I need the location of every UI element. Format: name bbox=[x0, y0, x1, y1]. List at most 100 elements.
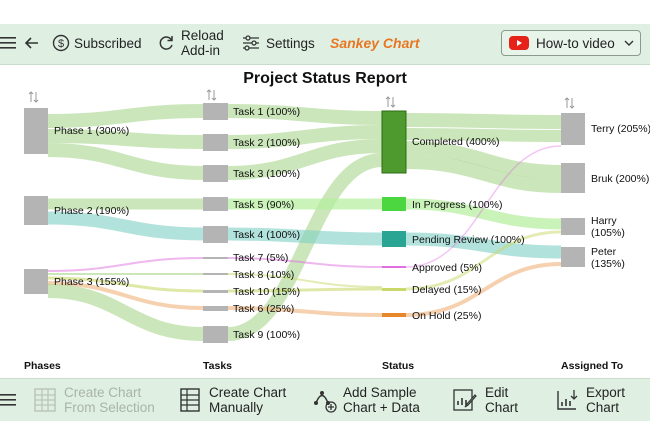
flow-phase1-task2 bbox=[47, 129, 204, 149]
node-task-4[interactable] bbox=[203, 226, 228, 243]
label-phase-2: Phase 2 (190%) bbox=[54, 205, 129, 217]
sort-icon[interactable] bbox=[206, 89, 217, 101]
edit-chart-button[interactable]: Edit Chart bbox=[453, 385, 518, 415]
label-task-8: Task 8 (10%) bbox=[233, 269, 294, 281]
sankey-chart: Phase 1 (300%) Phase 2 (190%) Phase 3 (1… bbox=[24, 89, 650, 372]
label-status-on-hold: On Hold (25%) bbox=[412, 310, 481, 322]
label-phase-1: Phase 1 (300%) bbox=[54, 125, 129, 137]
dollar-icon: $ bbox=[52, 34, 70, 52]
howto-video-dropdown[interactable]: How-to video bbox=[501, 30, 641, 56]
label-assigned-peter-2: (135%) bbox=[591, 258, 625, 270]
node-task-2[interactable] bbox=[203, 134, 228, 151]
add-sample-chart-button[interactable]: Add Sample Chart + Data bbox=[313, 385, 420, 415]
flow-phase1-task3 bbox=[47, 143, 204, 180]
flow-phase3-task6 bbox=[47, 281, 204, 310]
node-status-in-progress[interactable] bbox=[382, 197, 406, 211]
add-sample-line2: Chart + Data bbox=[343, 400, 420, 415]
node-assigned-peter[interactable] bbox=[561, 247, 585, 267]
flow-phase3-task7 bbox=[47, 257, 204, 272]
flow-task4-pending bbox=[227, 227, 383, 246]
create-chart-from-selection-button[interactable]: Create Chart From Selection bbox=[34, 385, 155, 415]
node-task-3[interactable] bbox=[203, 165, 228, 182]
edit-line2: Chart bbox=[485, 400, 519, 415]
chart-title: Project Status Report bbox=[243, 70, 407, 87]
howto-label: How-to video bbox=[536, 35, 615, 51]
settings-button[interactable]: Settings bbox=[242, 34, 315, 52]
brand-label: Sankey Chart bbox=[330, 35, 420, 51]
back-arrow-icon[interactable] bbox=[24, 35, 40, 51]
reload-icon bbox=[159, 36, 173, 50]
label-status-approved: Approved (5%) bbox=[412, 262, 482, 274]
flow-pending-peter bbox=[405, 232, 562, 259]
flow-task6-onhold bbox=[227, 306, 383, 317]
label-assigned-bruk: Bruk (200%) bbox=[591, 173, 649, 185]
node-task-5[interactable] bbox=[203, 197, 228, 211]
sample-chart-icon bbox=[314, 391, 337, 413]
node-task-6[interactable] bbox=[203, 306, 228, 311]
flow-completed-terry-2 bbox=[405, 128, 562, 142]
label-status-delayed: Delayed (15%) bbox=[412, 284, 481, 296]
sort-icon[interactable] bbox=[564, 97, 575, 109]
export-chart-icon bbox=[557, 390, 578, 410]
flow-completed-bruk bbox=[405, 141, 562, 179]
node-assigned-terry[interactable] bbox=[561, 113, 585, 145]
create-manual-line2: Manually bbox=[209, 400, 264, 415]
sort-icon[interactable] bbox=[28, 91, 39, 103]
label-task-6: Task 6 (25%) bbox=[233, 303, 294, 315]
flow-task8-delayed bbox=[227, 273, 383, 288]
node-status-approved[interactable] bbox=[382, 266, 406, 268]
label-status-pending-review: Pending Review (100%) bbox=[412, 234, 525, 246]
node-status-delayed[interactable] bbox=[382, 288, 406, 291]
flow-delayed-harry bbox=[405, 230, 562, 291]
bottom-menu-icon[interactable] bbox=[0, 393, 16, 407]
label-task-4: Task 4 (100%) bbox=[233, 229, 300, 241]
node-phase-2[interactable] bbox=[24, 196, 48, 225]
flow-phase3-task10 bbox=[47, 276, 204, 293]
flow-task9-completed bbox=[227, 153, 383, 341]
node-assigned-harry[interactable] bbox=[561, 218, 585, 235]
sliders-icon bbox=[243, 35, 259, 51]
node-task-9[interactable] bbox=[203, 326, 228, 343]
sort-icons bbox=[28, 89, 575, 109]
flow-completed-bruk-2 bbox=[405, 155, 562, 193]
reload-label-line1: Reload bbox=[181, 28, 224, 43]
label-phase-3: Phase 3 (155%) bbox=[54, 276, 129, 288]
reload-addin-button[interactable]: Reload Add-in bbox=[157, 28, 224, 58]
menu-icon[interactable] bbox=[0, 36, 16, 50]
node-phase-3[interactable] bbox=[24, 269, 48, 294]
chevron-down-icon bbox=[624, 40, 634, 46]
node-status-completed[interactable] bbox=[381, 110, 407, 174]
flow-inprogress-harry bbox=[405, 198, 562, 230]
node-status-on-hold[interactable] bbox=[382, 313, 406, 317]
node-phase-1[interactable] bbox=[24, 108, 48, 154]
subscribed-button[interactable]: $ Subscribed bbox=[52, 34, 142, 52]
settings-label: Settings bbox=[266, 35, 315, 51]
node-task-10[interactable] bbox=[203, 290, 228, 293]
node-status-pending-review[interactable] bbox=[382, 231, 406, 247]
flow-phase1-task1 bbox=[47, 104, 204, 128]
node-assigned-bruk[interactable] bbox=[561, 163, 585, 193]
edit-line1: Edit bbox=[485, 385, 509, 400]
flow-phase2-task4 bbox=[47, 211, 204, 241]
create-selection-line1: Create Chart bbox=[64, 385, 142, 400]
label-task-3: Task 3 (100%) bbox=[233, 168, 300, 180]
add-sample-line1: Add Sample bbox=[343, 385, 417, 400]
create-chart-manually-button[interactable]: Create Chart Manually bbox=[180, 385, 286, 415]
sort-icon[interactable] bbox=[385, 96, 396, 108]
label-task-9: Task 9 (100%) bbox=[233, 329, 300, 341]
svg-text:$: $ bbox=[58, 38, 64, 50]
node-task-7[interactable] bbox=[203, 257, 228, 259]
export-chart-button[interactable]: Export Chart bbox=[556, 385, 625, 415]
column-header-status: Status bbox=[382, 360, 414, 372]
flow-task3-completed bbox=[227, 139, 383, 180]
flow-task2-completed bbox=[227, 125, 383, 149]
flow-task10-delayed bbox=[227, 287, 383, 293]
flow-completed-terry bbox=[405, 113, 562, 129]
create-selection-line2: From Selection bbox=[64, 400, 155, 415]
export-line2: Chart bbox=[586, 400, 620, 415]
column-header-phases: Phases bbox=[24, 360, 61, 372]
label-task-10: Task 10 (15%) bbox=[233, 286, 300, 298]
node-task-1[interactable] bbox=[203, 103, 228, 120]
node-task-8[interactable] bbox=[203, 273, 228, 275]
label-task-5: Task 5 (90%) bbox=[233, 199, 294, 211]
